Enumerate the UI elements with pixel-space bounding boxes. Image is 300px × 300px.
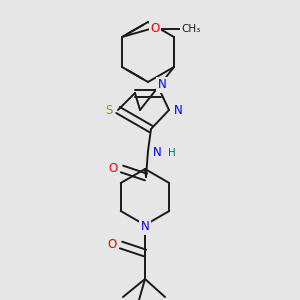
Text: O: O: [150, 22, 160, 35]
Text: N: N: [153, 146, 161, 160]
Text: N: N: [158, 79, 166, 92]
Text: S: S: [105, 103, 113, 116]
Text: O: O: [107, 238, 117, 251]
Text: N: N: [141, 220, 149, 233]
Text: O: O: [108, 161, 118, 175]
Text: N: N: [174, 103, 182, 116]
Text: H: H: [168, 148, 176, 158]
Text: CH₃: CH₃: [182, 24, 201, 34]
